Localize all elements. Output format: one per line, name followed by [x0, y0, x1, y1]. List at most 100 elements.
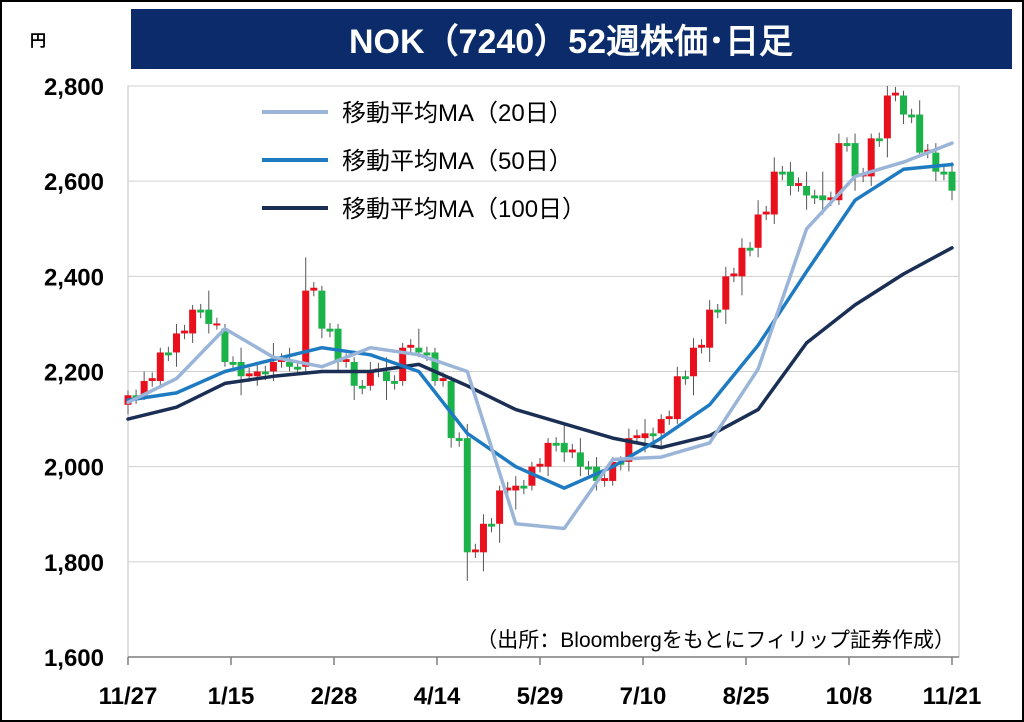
candle-body [762, 211, 770, 215]
candle-body [488, 523, 496, 527]
candle-body [681, 376, 689, 380]
candle-body [423, 352, 431, 356]
candle-body [164, 352, 172, 356]
legend-label-ma100: 移動平均MA（100日） [342, 196, 586, 223]
candle-body [649, 433, 657, 437]
candle-body [601, 478, 609, 481]
candle-body [875, 138, 883, 142]
candle-body [916, 114, 924, 153]
candle-body [665, 416, 673, 420]
candle-body [439, 378, 447, 382]
y-tick-label: 2,200 [44, 360, 104, 387]
candle-body [342, 359, 350, 362]
line-ma100 [126, 246, 954, 450]
candle-body [625, 438, 633, 462]
candle-body [706, 309, 714, 348]
candle-body [447, 381, 455, 439]
candle-body [584, 466, 592, 470]
candle-body [754, 214, 762, 248]
candle-body [786, 171, 794, 186]
candle-body [326, 328, 334, 332]
x-tick-label: 2/28 [311, 683, 358, 710]
candle-body [657, 419, 665, 434]
candle-body [286, 361, 294, 367]
candle-body [609, 461, 617, 481]
candle-body [269, 361, 277, 372]
candle-body [205, 309, 213, 324]
candle-body [350, 361, 358, 386]
candle-body [568, 449, 576, 453]
candle-body [189, 309, 197, 334]
x-tick-label: 4/14 [414, 683, 461, 710]
y-tick-label: 2,600 [44, 169, 104, 196]
moving-average-lines [126, 141, 954, 531]
candle-body [261, 371, 269, 375]
candle-body [302, 290, 310, 367]
candle-body [940, 171, 948, 175]
x-tick-label: 8/25 [723, 683, 770, 710]
candle-body [811, 195, 819, 199]
candle-body [391, 381, 399, 384]
source-note-bg [388, 622, 954, 654]
candle-body [673, 376, 681, 420]
candle-body [730, 273, 738, 277]
candle-body [431, 352, 439, 382]
y-tick-label: 2,000 [44, 455, 104, 482]
x-tick-label: 11/27 [99, 683, 158, 710]
x-tick-label: 1/15 [208, 683, 255, 710]
candle-body [181, 330, 189, 334]
candle-body [552, 442, 560, 446]
legend-label-ma20: 移動平均MA（20日） [342, 100, 573, 127]
candle-body [576, 452, 584, 467]
candle-body [479, 523, 487, 553]
candle-body [528, 466, 536, 486]
candle-body [770, 171, 778, 215]
candle-body [415, 347, 423, 353]
candle-body [900, 95, 908, 115]
y-tick-label: 2,400 [44, 264, 104, 291]
candle-body [819, 195, 827, 201]
x-tick-label: 10/8 [826, 683, 873, 710]
candle-body [544, 442, 552, 467]
candle-body [714, 309, 722, 313]
candle-body [463, 438, 471, 553]
candle-body [689, 347, 697, 377]
candle-body [172, 333, 180, 353]
candle-body [156, 352, 164, 382]
candle-body [778, 171, 786, 175]
candle-body [512, 485, 520, 491]
candle-body [310, 287, 318, 291]
x-tick-label: 5/29 [517, 683, 564, 710]
line-ma50 [126, 162, 954, 490]
candle-body [504, 487, 512, 491]
candle-body [334, 328, 342, 362]
candle-body [795, 183, 803, 186]
x-tick-label: 11/21 [923, 683, 982, 710]
candle-body [253, 371, 261, 377]
candle-body [803, 185, 811, 196]
source-note: （出所：Bloombergをもとにフィリップ証券作成） [476, 629, 955, 652]
candle-body [827, 197, 835, 201]
candle-body [867, 138, 875, 177]
y-unit-label: 円 [30, 32, 46, 50]
legend: 移動平均MA（20日） 移動平均MA（50日） 移動平均MA（100日） [262, 100, 586, 223]
candle-body [221, 328, 229, 362]
candle-body [358, 385, 366, 389]
candle-body [536, 463, 544, 467]
candle-body [366, 371, 374, 386]
candle-body [722, 276, 730, 310]
x-tick-label: 7/10 [620, 683, 667, 710]
candle-body [197, 309, 205, 313]
candle-body [520, 485, 528, 489]
y-axis: 1,600 1,800 2,000 2,200 2,400 2,600 2,800 [44, 74, 104, 672]
candle-body [383, 371, 391, 382]
candle-body [746, 247, 754, 251]
candle-body [140, 381, 148, 396]
candle-body [843, 143, 851, 146]
candle-body [294, 366, 302, 370]
y-tick-label: 2,800 [44, 74, 104, 101]
candle-body [908, 114, 916, 118]
candle-body [245, 373, 253, 377]
candle-body [407, 344, 415, 348]
